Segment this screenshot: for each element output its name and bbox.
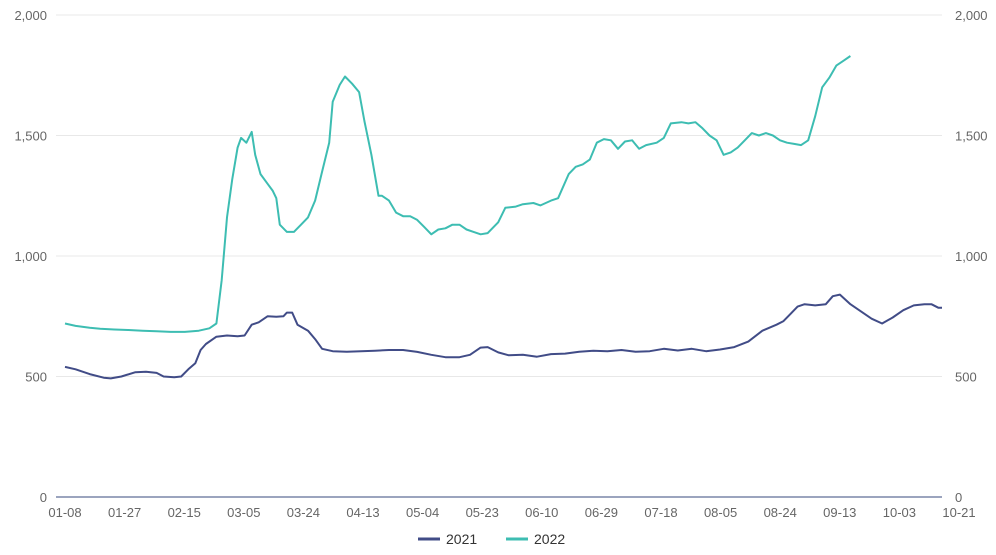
legend-label: 2021 (446, 531, 477, 547)
legend-item-2021[interactable]: 2021 (418, 531, 477, 547)
grid-lines (56, 14, 942, 377)
y-axis-left: 0 500 1,000 1,500 2,000 (14, 8, 47, 505)
y-tick-label-right: 500 (955, 370, 977, 385)
x-tick-label: 08-05 (704, 505, 737, 520)
y-tick-label-left: 0 (40, 490, 47, 505)
y-tick-label-right: 1,500 (955, 129, 988, 144)
x-tick-label: 05-23 (466, 505, 499, 520)
x-tick-label: 05-04 (406, 505, 439, 520)
x-tick-label: 02-15 (168, 505, 201, 520)
y-tick-label-left: 1,000 (14, 249, 47, 264)
y-tick-label-right: 2,000 (955, 8, 988, 23)
series-lines (64, 55, 942, 380)
x-tick-label: 09-13 (823, 505, 856, 520)
legend[interactable]: 2021 2022 (418, 531, 565, 547)
x-tick-label: 10-03 (883, 505, 916, 520)
series-line-2021 (64, 293, 942, 380)
y-tick-label-left: 2,000 (14, 8, 47, 23)
y-axis-right: 0 500 1,000 1,500 2,000 (955, 8, 988, 505)
y-tick-label-left: 1,500 (14, 129, 47, 144)
x-tick-label: 10-21 (942, 505, 975, 520)
series-line-2022 (64, 55, 851, 333)
x-axis-ticks: 01-08 01-27 02-15 03-05 03-24 04-13 05-04 05-23… (48, 505, 975, 520)
legend-item-2022[interactable]: 2022 (506, 531, 565, 547)
legend-label: 2022 (534, 531, 565, 547)
x-tick-label: 01-27 (108, 505, 141, 520)
x-tick-label: 03-24 (287, 505, 320, 520)
x-tick-label: 04-13 (346, 505, 379, 520)
y-tick-label-right: 0 (955, 490, 962, 505)
x-tick-label: 06-10 (525, 505, 558, 520)
x-tick-label: 07-18 (644, 505, 677, 520)
y-tick-label-right: 1,000 (955, 249, 988, 264)
x-tick-label: 06-29 (585, 505, 618, 520)
y-tick-label-left: 500 (25, 370, 47, 385)
x-tick-label: 08-24 (764, 505, 797, 520)
x-tick-label: 01-08 (48, 505, 81, 520)
x-tick-label: 03-05 (227, 505, 260, 520)
